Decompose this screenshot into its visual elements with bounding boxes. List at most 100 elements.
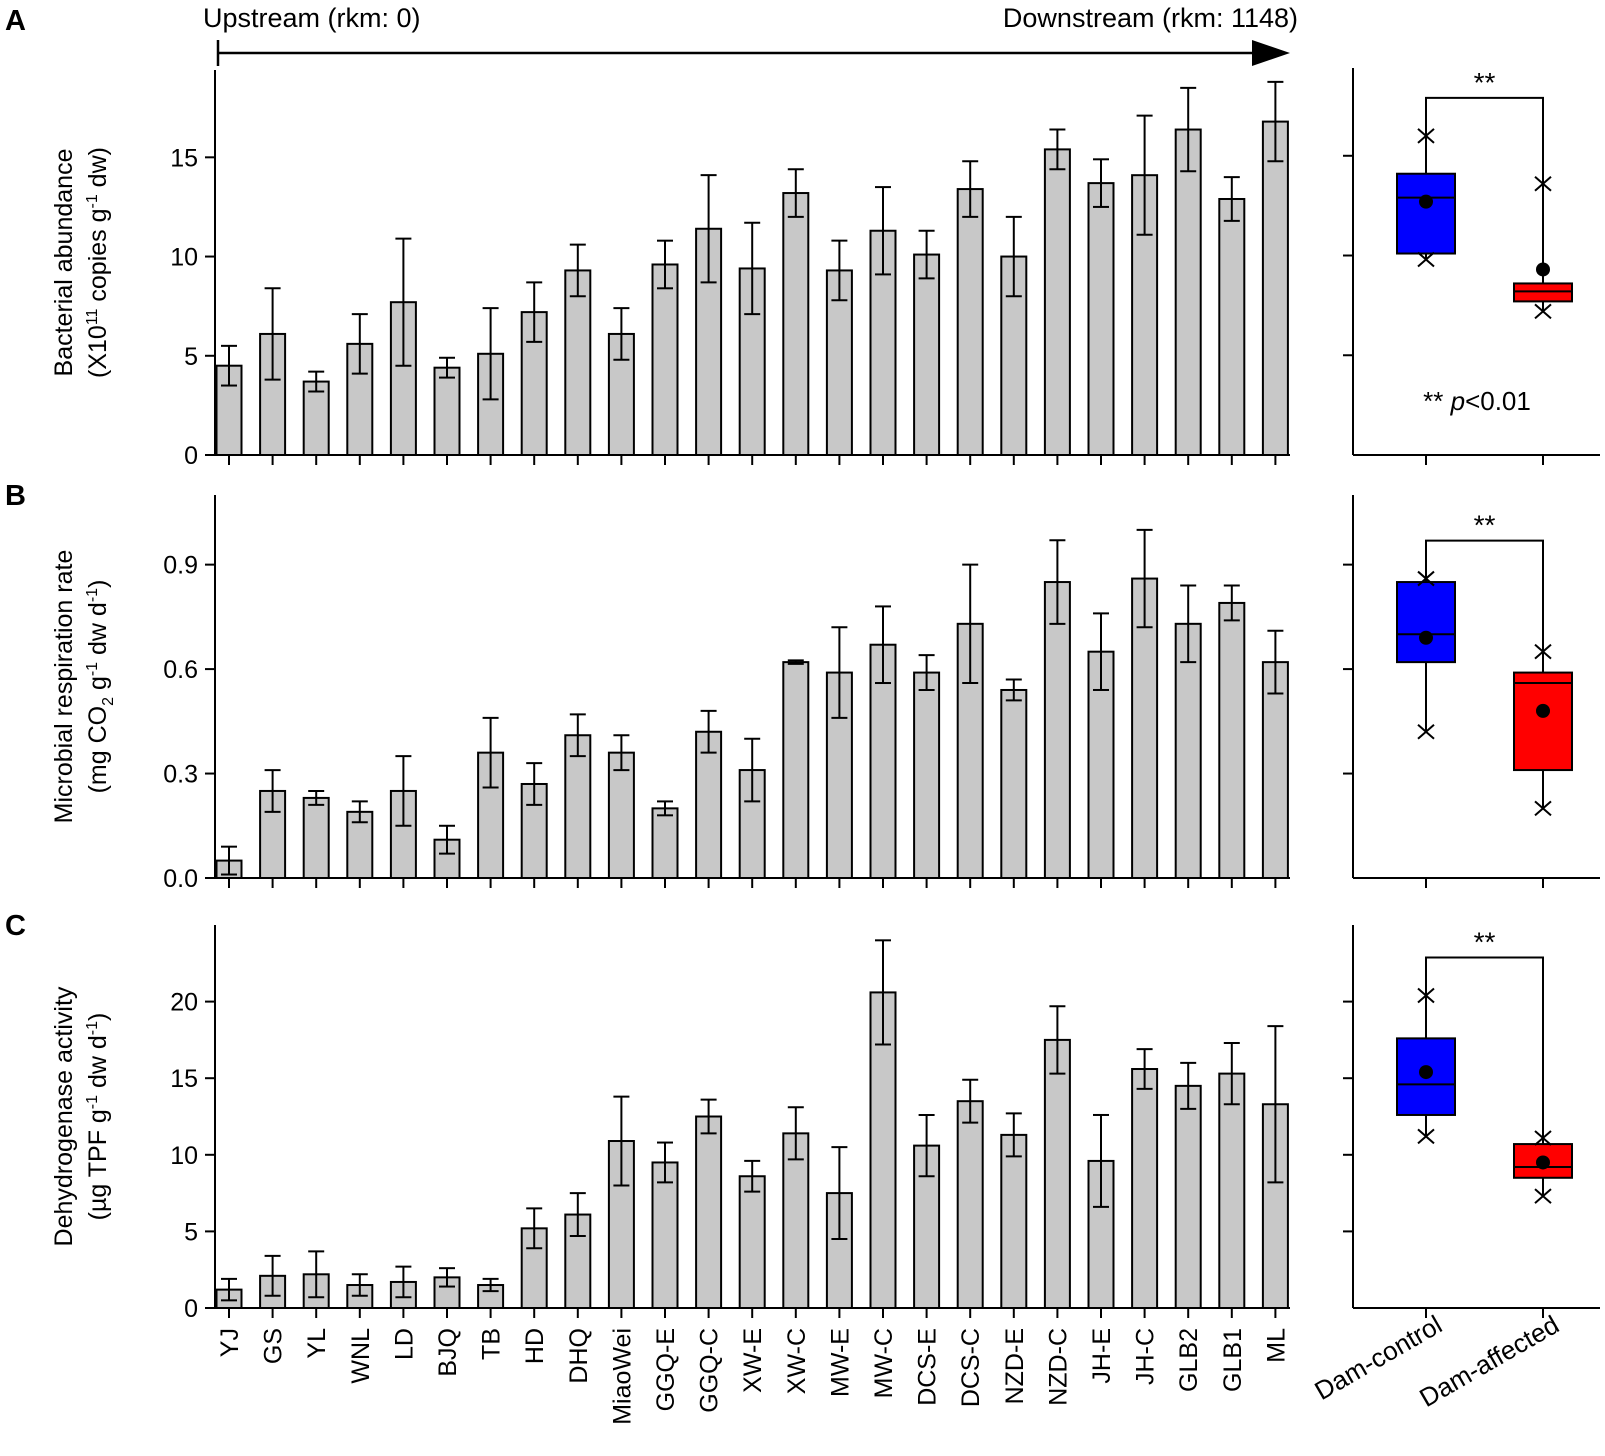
y-axis-unit: (X1011 copies g-1 dw) xyxy=(84,147,112,378)
bar-dcs-e xyxy=(913,671,941,880)
bar-glb1 xyxy=(1218,601,1246,879)
significance-bracket xyxy=(1425,956,1544,1138)
bar-dcs-c xyxy=(956,188,984,456)
p-value-stars: ** xyxy=(1423,386,1450,416)
bar-nzd-c xyxy=(1043,581,1071,880)
x-tick-label-glb2: GLB2 xyxy=(1175,1328,1203,1392)
flow-arrow-head xyxy=(1252,40,1290,66)
unit-superscript: -1 xyxy=(84,1021,101,1035)
unit-text: dw d xyxy=(84,1035,112,1095)
x-tick-label-xw-e: XW-E xyxy=(739,1328,767,1393)
bar-glb2 xyxy=(1174,128,1202,457)
x-tick-label-ggq-c: GGQ-C xyxy=(696,1328,724,1413)
bar-ggq-e xyxy=(651,1161,679,1309)
x-tick-label-yl: YL xyxy=(303,1328,331,1359)
x-tick-label-dhq: DHQ xyxy=(565,1328,593,1384)
bar-xw-c xyxy=(782,1132,810,1310)
mean-marker xyxy=(1419,630,1433,645)
bar-glb1 xyxy=(1218,197,1246,456)
bar-jh-c xyxy=(1131,1068,1159,1310)
x-tick-label-jh-c: JH-C xyxy=(1132,1328,1160,1385)
bar-glb1 xyxy=(1218,1072,1246,1309)
box-dam-affected xyxy=(1513,671,1573,772)
downstream-label: Downstream (rkm: 1148) xyxy=(1003,3,1298,33)
bar-dcs-c xyxy=(956,1100,984,1310)
bar-panel-b: B 0.0 0.3 0.6 0.9 Microbial respiration rate(… xyxy=(5,480,1290,893)
mean-marker xyxy=(1536,262,1550,277)
bar-jh-e xyxy=(1087,182,1115,456)
y-tick-label: 0 xyxy=(184,1295,198,1323)
y-tick-label: 0 xyxy=(184,442,198,470)
extreme-marker xyxy=(1417,1128,1435,1145)
significance-stars: ** xyxy=(1474,926,1496,957)
x-tick-label-gs: GS xyxy=(260,1328,288,1364)
unit-text: (mg CO xyxy=(84,706,112,794)
extreme-marker xyxy=(1534,303,1552,320)
bar-dcs-e xyxy=(913,253,941,456)
x-tick-label-nzd-c: NZD-C xyxy=(1044,1328,1072,1406)
flow-arrow: Upstream (rkm: 0) Downstream (rkm: 1148) xyxy=(203,3,1298,66)
y-tick-label: 0.9 xyxy=(163,552,198,580)
unit-superscript: -1 xyxy=(84,588,101,602)
p-value-note: ** p<0.01 xyxy=(1423,386,1531,416)
extreme-marker xyxy=(1417,724,1435,740)
bar-ml xyxy=(1261,661,1289,879)
mean-marker xyxy=(1419,194,1433,209)
y-axis-title: Bacterial abundance xyxy=(50,149,78,377)
y-axis-title: Microbial respiration rate xyxy=(50,550,78,824)
box-panel-a: **** p<0.01 xyxy=(1343,67,1600,465)
y-tick-label: 0.6 xyxy=(163,656,198,684)
bar-panel-a: A 0 5 10 15 Bacterial abundance (X1011 copies … xyxy=(5,5,1290,470)
bar-ggq-c xyxy=(695,1115,723,1309)
box-panel-b: ** xyxy=(1343,495,1600,888)
significance-bracket xyxy=(1425,96,1544,184)
y-tick-label: 10 xyxy=(170,244,198,272)
significance-stars: ** xyxy=(1474,510,1496,541)
bar-xw-e xyxy=(738,1175,766,1310)
x-tick-label-wnl: WNL xyxy=(347,1328,375,1384)
unit-text: dw) xyxy=(84,147,112,194)
x-tick-label-mw-e: MW-E xyxy=(826,1328,854,1397)
y-axis-unit: (mg CO2 g-1 dw d-1) xyxy=(84,580,117,794)
extreme-marker xyxy=(1534,1188,1552,1204)
unit-superscript: 11 xyxy=(84,308,101,325)
box-dam-control xyxy=(1396,581,1456,664)
bar-nzd-c xyxy=(1043,148,1071,456)
x-tick-label-hd: HD xyxy=(521,1328,549,1364)
unit-subscript: 2 xyxy=(100,697,117,706)
y-tick-label: 5 xyxy=(184,343,198,371)
bar-ml xyxy=(1261,120,1289,457)
bar-yl xyxy=(302,796,330,879)
x-tick-label-dcs-c: DCS-C xyxy=(957,1328,985,1407)
panel-label-c: C xyxy=(5,910,26,942)
unit-text: g xyxy=(84,676,112,697)
bar-dhq xyxy=(564,734,592,880)
x-tick-label-xw-c: XW-C xyxy=(783,1328,811,1394)
p-value-symbol: p xyxy=(1450,386,1465,416)
bar-ggq-e xyxy=(651,263,679,456)
unit-superscript: -1 xyxy=(84,194,101,208)
unit-text: copies g xyxy=(84,208,112,308)
upstream-label: Upstream (rkm: 0) xyxy=(203,3,421,33)
x-tick-label-bjq: BJQ xyxy=(434,1328,462,1377)
extreme-marker xyxy=(1417,251,1435,268)
y-axis-title: Dehydrogenase activity xyxy=(50,986,78,1246)
bar-glb2 xyxy=(1174,622,1202,879)
bar-nzd-e xyxy=(1000,1133,1028,1310)
x-tick-label-dcs-e: DCS-E xyxy=(914,1328,942,1406)
bar-glb2 xyxy=(1174,1084,1202,1309)
p-value-threshold: <0.01 xyxy=(1465,386,1531,416)
bar-ggq-c xyxy=(695,730,723,879)
x-tick-label-miaowei: MiaoWei xyxy=(608,1328,636,1425)
x-tick-label-yj: YJ xyxy=(216,1328,244,1357)
mean-marker xyxy=(1536,1155,1550,1170)
box-dam-control xyxy=(1396,1037,1456,1116)
y-tick-label: 15 xyxy=(170,1065,198,1093)
unit-text: dw d xyxy=(84,602,112,662)
y-tick-label: 20 xyxy=(170,989,198,1017)
bar-xw-c xyxy=(782,661,810,879)
x-tick-label-mw-c: MW-C xyxy=(870,1328,898,1398)
x-tick-label-nzd-e: NZD-E xyxy=(1001,1328,1029,1404)
box-dam-control xyxy=(1396,172,1456,255)
